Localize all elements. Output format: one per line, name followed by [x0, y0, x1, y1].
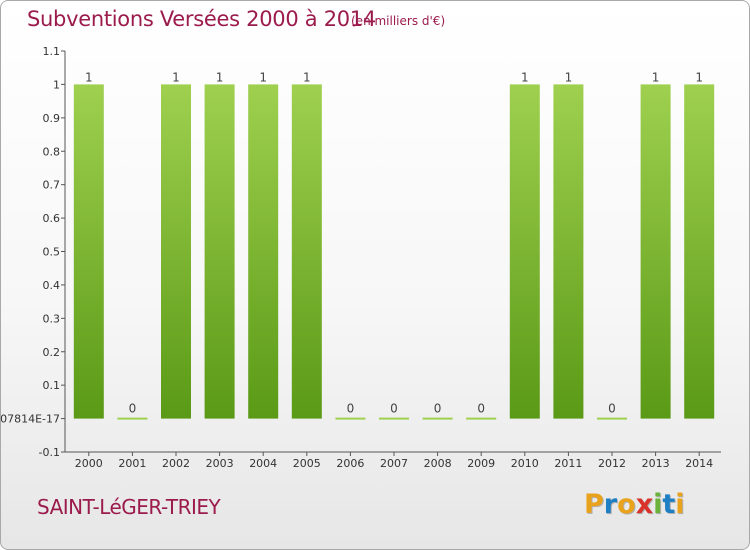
y-tick-label: 0.4 [43, 279, 61, 292]
x-tick-label-2001: 2001 [118, 457, 146, 470]
bar-2000[interactable] [73, 84, 104, 419]
data-label-2010: 1 [521, 70, 529, 84]
bar-2010[interactable] [509, 84, 540, 419]
data-label-2014: 1 [695, 70, 703, 84]
x-tick-label-2010: 2010 [511, 457, 539, 470]
y-tick-label: 0.1 [43, 379, 61, 392]
bar-2012[interactable] [597, 417, 627, 420]
data-label-2003: 1 [216, 70, 224, 84]
x-tick-label-2013: 2013 [642, 457, 670, 470]
bar-2009[interactable] [466, 417, 497, 420]
y-tick-label: 1 [53, 78, 60, 91]
data-label-2008: 0 [434, 402, 442, 416]
bar-2001[interactable] [117, 417, 148, 420]
logo-letter: i [653, 489, 663, 520]
commune-name: SAINT-LéGER-TRIEY [37, 495, 221, 519]
bar-2004[interactable] [248, 84, 279, 419]
x-tick-label-2005: 2005 [293, 457, 321, 470]
y-tick-label: 1.3877787807814E-17 [1, 413, 60, 426]
proxiti-logo[interactable]: Proxiti [584, 489, 685, 520]
bar-2003[interactable] [204, 84, 235, 419]
y-tick-label: 0.7 [43, 179, 61, 192]
chart-title: Subventions Versées 2000 à 2014 [27, 7, 376, 31]
bar-2014[interactable] [684, 84, 715, 419]
data-label-2006: 0 [347, 402, 355, 416]
data-label-2001: 0 [129, 402, 137, 416]
data-label-2004: 1 [259, 70, 267, 84]
y-tick-label: 0.9 [43, 112, 61, 125]
x-tick-label-2008: 2008 [424, 457, 452, 470]
bar-2011[interactable] [553, 84, 584, 419]
chart-subtitle: (en milliers d'€) [351, 14, 446, 28]
x-tick-label-2004: 2004 [249, 457, 277, 470]
data-label-2012: 0 [608, 402, 616, 416]
y-tick-label: 0.8 [43, 145, 61, 158]
bar-2005[interactable] [291, 84, 322, 419]
bar-2007[interactable] [379, 417, 409, 420]
logo-letter: t [662, 489, 676, 520]
x-tick-label-2009: 2009 [467, 457, 495, 470]
x-tick-label-2002: 2002 [162, 457, 190, 470]
logo-letter: x [635, 489, 654, 520]
data-label-2011: 1 [565, 70, 573, 84]
y-tick-label: 1.1 [43, 45, 61, 58]
bar-2002[interactable] [161, 84, 191, 419]
data-label-2002: 1 [172, 70, 180, 84]
x-tick-label-2006: 2006 [336, 457, 364, 470]
data-label-2013: 1 [652, 70, 660, 84]
logo-letter: i [675, 489, 685, 520]
bar-2006[interactable] [335, 417, 366, 420]
data-label-2009: 0 [477, 402, 485, 416]
y-tick-label: 0.3 [43, 312, 61, 325]
y-tick-label: -0.1 [39, 446, 60, 459]
x-tick-label-2014: 2014 [685, 457, 713, 470]
bar-2008[interactable] [422, 417, 453, 420]
logo-letter: o [617, 489, 636, 520]
x-tick-label-2007: 2007 [380, 457, 408, 470]
x-tick-label-2011: 2011 [554, 457, 582, 470]
y-tick-label: 0.5 [43, 246, 61, 259]
x-tick-label-2000: 2000 [75, 457, 103, 470]
y-tick-label: 0.2 [43, 346, 61, 359]
bar-2013[interactable] [640, 84, 671, 419]
data-label-2007: 0 [390, 402, 398, 416]
data-label-2000: 1 [85, 70, 93, 84]
x-tick-label-2003: 2003 [206, 457, 234, 470]
x-tick-label-2012: 2012 [598, 457, 626, 470]
logo-letter: r [603, 489, 618, 520]
logo-letter: P [584, 489, 604, 520]
y-tick-label: 0.6 [43, 212, 61, 225]
data-label-2005: 1 [303, 70, 311, 84]
